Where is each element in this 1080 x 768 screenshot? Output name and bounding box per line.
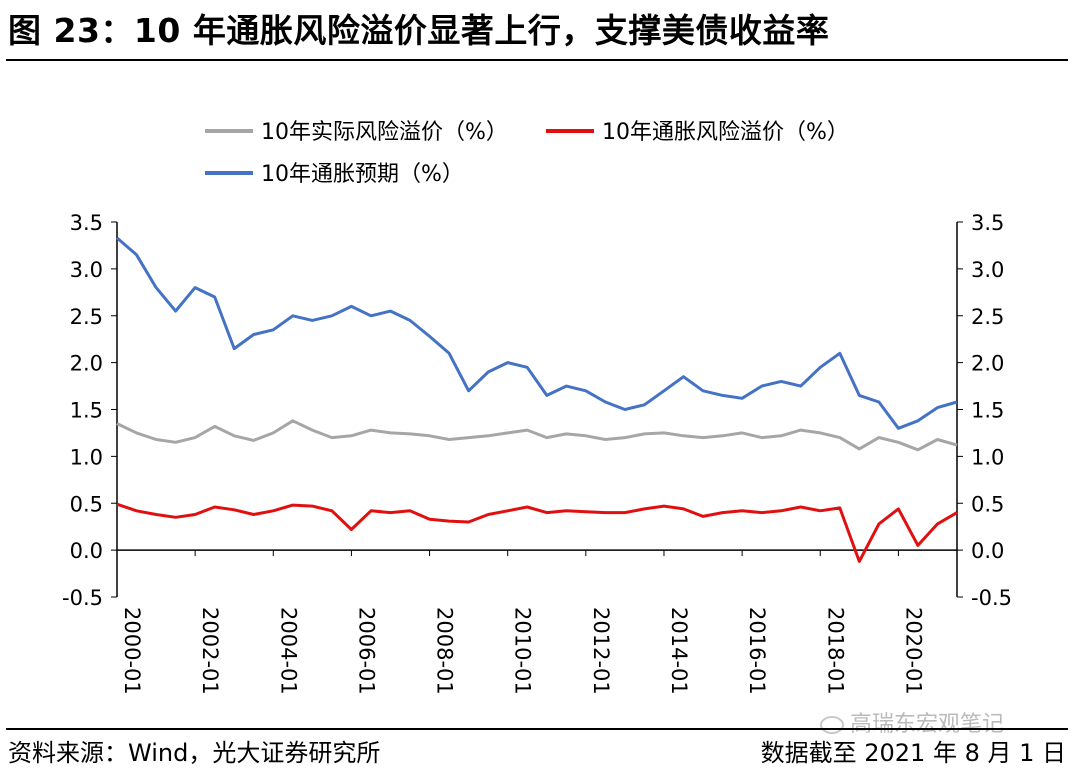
y-tick-label-left: 1.5 <box>70 399 103 423</box>
y-tick-label-left: 3.5 <box>70 211 103 235</box>
y-tick-label-right: 3.0 <box>971 258 1004 282</box>
chart-axes: 3.5 3.5 3.0 3.0 2.5 2.5 2.0 2.0 1.5 1.5 1.0 1.0 0.5 0… <box>62 211 1012 695</box>
title-divider <box>6 59 1068 61</box>
date-note: 数据截至 2021 年 8 月 1 日 <box>760 739 1066 767</box>
x-tick-label: 2012-01 <box>589 607 613 695</box>
y-tick-label-right: 2.0 <box>971 352 1004 376</box>
watermark-text: 高瑞东宏观笔记 <box>850 712 1005 737</box>
legend-label-1: 10年实际风险溢价（%） <box>261 120 508 145</box>
y-tick-label-left: 3.0 <box>70 258 103 282</box>
y-tick-label-left: -0.5 <box>62 586 103 610</box>
chart-legend: 10年实际风险溢价（%） 10年通胀风险溢价（%） 10年通胀预期（%） <box>205 120 849 187</box>
y-tick-label-left: 1.0 <box>70 445 103 469</box>
y-tick-label-right: 1.0 <box>971 445 1004 469</box>
y-tick-label-right: 0.5 <box>971 492 1004 516</box>
x-tick-label: 2020-01 <box>901 607 925 695</box>
y-tick-label-right: 2.5 <box>971 305 1004 329</box>
y-tick-label-left: 0.0 <box>70 539 103 563</box>
x-tick-label: 2018-01 <box>823 607 847 695</box>
y-tick-label-left: 0.5 <box>70 492 103 516</box>
series-line-2 <box>116 502 958 563</box>
x-tick-label: 2016-01 <box>745 607 769 695</box>
y-tick-label-right: 0.0 <box>971 539 1004 563</box>
x-tick-label: 2000-01 <box>120 607 144 695</box>
y-tick-label-left: 2.5 <box>70 305 103 329</box>
chart-series <box>116 236 958 563</box>
series-line-3 <box>116 236 958 430</box>
footer-divider <box>6 728 1068 730</box>
y-tick-label-right: 3.5 <box>971 211 1004 235</box>
legend-label-2: 10年通胀风险溢价（%） <box>602 120 849 145</box>
y-tick-label-right: 1.5 <box>971 399 1004 423</box>
x-tick-label: 2006-01 <box>354 607 378 695</box>
x-tick-label: 2002-01 <box>198 607 222 695</box>
x-tick-label: 2014-01 <box>667 607 691 695</box>
page-title: 图 23：10 年通胀风险溢价显著上行，支撑美债收益率 <box>8 11 830 50</box>
y-tick-label-left: 2.0 <box>70 352 103 376</box>
y-tick-label-right: -0.5 <box>971 586 1012 610</box>
legend-label-3: 10年通胀预期（%） <box>261 162 464 187</box>
series-line-1 <box>116 419 958 452</box>
wechat-icon <box>820 716 844 734</box>
x-tick-label: 2004-01 <box>276 607 300 695</box>
watermark: 高瑞东宏观笔记 <box>820 706 1004 738</box>
x-tick-label: 2008-01 <box>433 607 457 695</box>
x-tick-label: 2010-01 <box>511 607 535 695</box>
source-note: 资料来源：Wind，光大证券研究所 <box>8 739 381 767</box>
